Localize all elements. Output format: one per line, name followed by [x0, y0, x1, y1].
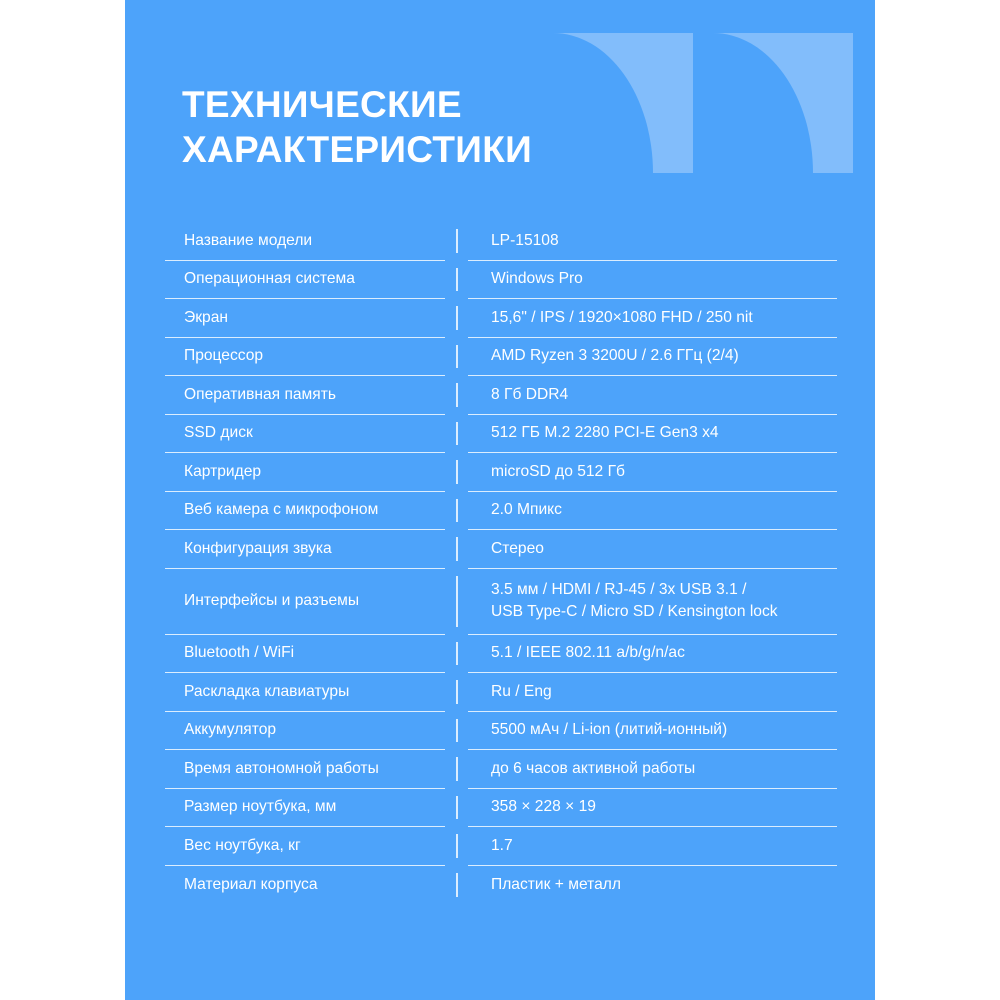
blue-panel: ТЕХНИЧЕСКИЕ ХАРАКТЕРИСТИКИ Название моде… — [125, 0, 875, 1000]
spec-value: 512 ГБ M.2 2280 PCI-E Gen3 x4 — [456, 415, 837, 453]
spec-value: до 6 часов активной работы — [456, 750, 837, 789]
table-row: Операционная система Windows Pro — [165, 261, 837, 299]
table-row: Bluetooth / WiFi 5.1 / IEEE 802.11 a/b/g… — [165, 635, 837, 673]
spec-label: Экран — [165, 299, 445, 338]
spec-label: Вес ноутбука, кг — [165, 827, 445, 866]
table-row: Картридер microSD до 512 Гб — [165, 453, 837, 492]
spec-value: 5500 мАч / Li-ion (литий-ионный) — [456, 712, 837, 750]
table-row: Размер ноутбука, мм 358 × 228 × 19 — [165, 789, 837, 827]
spec-label: SSD диск — [165, 415, 445, 453]
table-row: Веб камера с микрофоном 2.0 Мпикс — [165, 492, 837, 530]
table-row: Аккумулятор 5500 мАч / Li-ion (литий-ион… — [165, 712, 837, 750]
page-title: ТЕХНИЧЕСКИЕ ХАРАКТЕРИСТИКИ — [182, 84, 532, 171]
table-row: Материал корпуса Пластик + металл — [165, 866, 837, 905]
spec-label: Оперативная память — [165, 376, 445, 415]
spec-value: 3.5 мм / HDMI / RJ-45 / 3x USB 3.1 / USB… — [456, 569, 837, 635]
spec-value: 2.0 Мпикс — [456, 492, 837, 530]
spec-label: Интерфейсы и разъемы — [165, 569, 445, 635]
spec-label: Веб камера с микрофоном — [165, 492, 445, 530]
table-row: Название модели LP-15108 — [165, 222, 837, 261]
spec-value: Ru / Eng — [456, 673, 837, 712]
spec-value: AMD Ryzen 3 3200U / 2.6 ГГц (2/4) — [456, 338, 837, 376]
spec-value: 15,6" / IPS / 1920×1080 FHD / 250 nit — [456, 299, 837, 338]
spec-label: Раскладка клавиатуры — [165, 673, 445, 712]
spec-label: Процессор — [165, 338, 445, 376]
spec-label: Материал корпуса — [184, 875, 318, 893]
spec-label: Время автономной работы — [165, 750, 445, 789]
spec-label: Аккумулятор — [165, 712, 445, 750]
spec-value: Стерео — [456, 530, 837, 569]
table-row: Вес ноутбука, кг 1.7 — [165, 827, 837, 866]
spec-value: Пластик + металл — [456, 866, 837, 905]
spec-value: LP-15108 — [456, 222, 837, 261]
table-row: Раскладка клавиатуры Ru / Eng — [165, 673, 837, 712]
spec-value: microSD до 512 Гб — [456, 453, 837, 492]
spec-value: Windows Pro — [456, 261, 837, 299]
spec-label: Операционная система — [165, 261, 445, 299]
table-row: Оперативная память 8 Гб DDR4 — [165, 376, 837, 415]
table-row: SSD диск 512 ГБ M.2 2280 PCI-E Gen3 x4 — [165, 415, 837, 453]
table-row: Конфигурация звука Стерео — [165, 530, 837, 569]
spec-value: 1.7 — [456, 827, 837, 866]
spec-table: Название модели LP-15108 Операционная си… — [165, 222, 837, 904]
spec-value: 358 × 228 × 19 — [456, 789, 837, 827]
spec-value: 5.1 / IEEE 802.11 a/b/g/n/ac — [456, 635, 837, 673]
table-row: Процессор AMD Ryzen 3 3200U / 2.6 ГГц (2… — [165, 338, 837, 376]
spec-label: Bluetooth / WiFi — [165, 635, 445, 673]
spec-label: Размер ноутбука, мм — [165, 789, 445, 827]
spec-label: Название модели — [165, 222, 445, 261]
spec-label: Конфигурация звука — [165, 530, 445, 569]
table-row: Экран 15,6" / IPS / 1920×1080 FHD / 250 … — [165, 299, 837, 338]
spec-label: Картридер — [165, 453, 445, 492]
spec-value: 8 Гб DDR4 — [456, 376, 837, 415]
table-row: Интерфейсы и разъемы 3.5 мм / HDMI / RJ-… — [165, 569, 837, 635]
table-row: Время автономной работы до 6 часов актив… — [165, 750, 837, 789]
